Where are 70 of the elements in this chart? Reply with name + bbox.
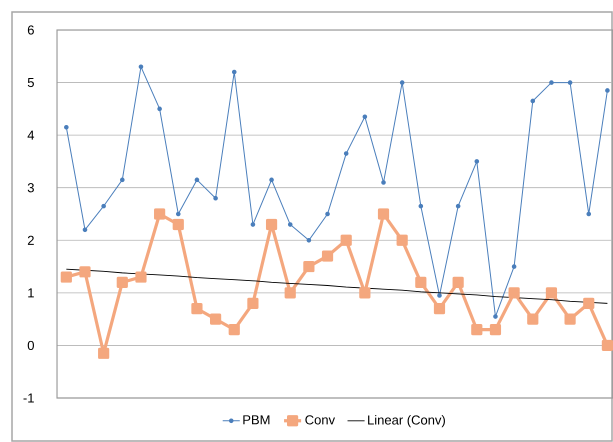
point [157, 106, 162, 112]
point [456, 204, 460, 208]
point [250, 222, 256, 227]
point [98, 348, 110, 359]
point [583, 298, 594, 309]
point [530, 98, 536, 104]
point [490, 324, 502, 336]
y-tick-label: 6 [28, 25, 34, 35]
point [586, 212, 592, 216]
point [101, 204, 106, 208]
point [269, 178, 274, 182]
point [228, 324, 240, 336]
point [266, 218, 278, 230]
point [172, 218, 184, 230]
legend-label: Linear (Conv) [368, 415, 445, 428]
point [64, 124, 69, 130]
point [564, 314, 576, 325]
point [434, 303, 446, 314]
point [120, 178, 125, 182]
point [418, 204, 424, 208]
point [82, 227, 88, 232]
point [288, 222, 293, 227]
point [362, 114, 368, 120]
point [549, 80, 554, 85]
point [325, 212, 330, 216]
point [396, 234, 408, 246]
point [474, 159, 480, 164]
point [527, 314, 538, 325]
point [493, 314, 498, 319]
point [508, 287, 520, 298]
point [213, 196, 218, 201]
point [116, 276, 128, 288]
point [415, 276, 426, 288]
point [437, 293, 442, 298]
y-tick-label: 1 [28, 288, 34, 298]
point [303, 260, 314, 272]
point [452, 276, 464, 288]
point [568, 80, 572, 85]
point [60, 271, 72, 283]
point [232, 70, 237, 74]
legend-label: PBM [243, 415, 270, 424]
point [381, 180, 386, 185]
y-tick-label: 0 [28, 340, 34, 350]
point [512, 264, 516, 269]
point [471, 324, 482, 336]
point [605, 88, 610, 93]
y-tick-label: 2 [28, 236, 34, 245]
point [546, 287, 558, 298]
point [138, 64, 144, 70]
point [135, 271, 147, 283]
point [344, 151, 348, 156]
point [378, 208, 390, 220]
y-tick-label: -1 [23, 394, 34, 402]
point [359, 287, 370, 298]
point [79, 266, 91, 278]
y-tick-label: 3 [28, 183, 34, 192]
point [322, 250, 334, 262]
point [400, 80, 404, 85]
y-tick-label: 4 [28, 130, 34, 140]
point [176, 212, 181, 216]
legend-label: Conv [305, 415, 336, 424]
point [284, 287, 296, 298]
point [191, 303, 203, 314]
y-tick-label: 5 [28, 78, 34, 88]
point [306, 238, 312, 243]
point [194, 178, 200, 182]
point [154, 208, 166, 220]
point [247, 298, 259, 309]
point [210, 314, 222, 325]
point [340, 234, 352, 246]
